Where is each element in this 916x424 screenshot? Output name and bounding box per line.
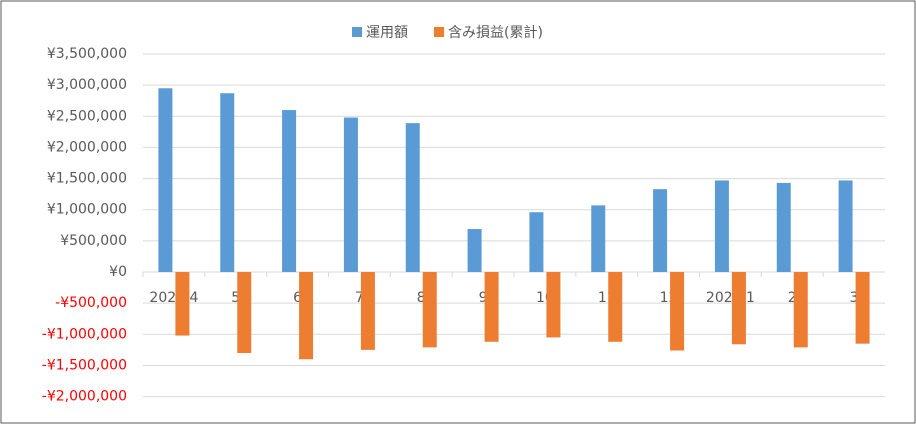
y-tick-label: -¥1,000,000 xyxy=(42,326,127,342)
bar xyxy=(467,229,482,273)
y-tick-label: ¥3,000,000 xyxy=(47,77,127,93)
y-tick-label: ¥2,000,000 xyxy=(47,139,127,155)
bar xyxy=(282,110,297,273)
bar xyxy=(484,272,499,342)
x-tick-label: 2023.1 xyxy=(706,290,755,306)
y-tick-label: -¥1,500,000 xyxy=(42,357,127,373)
y-tick-label: ¥500,000 xyxy=(60,233,127,249)
bar xyxy=(855,272,870,344)
bar xyxy=(608,272,623,342)
legend-label: 含み損益(累計) xyxy=(448,25,543,41)
y-tick-label: ¥1,000,000 xyxy=(47,202,127,218)
bar xyxy=(546,272,561,338)
bar xyxy=(670,272,685,351)
bar xyxy=(776,182,791,273)
bar xyxy=(529,212,544,273)
x-tick-label: 3 xyxy=(850,290,859,306)
y-tick-label: ¥0 xyxy=(109,264,127,280)
bar xyxy=(299,272,314,360)
x-tick-label: 8 xyxy=(417,290,426,306)
bar xyxy=(343,117,358,273)
x-tick-label: 9 xyxy=(479,290,488,306)
y-tick-label: -¥2,000,000 xyxy=(42,389,127,405)
bar xyxy=(838,180,853,273)
y-tick-label: ¥1,500,000 xyxy=(47,171,127,187)
x-tick-label: 2022.4 xyxy=(149,290,198,306)
x-tick-label: 7 xyxy=(355,290,364,306)
bar xyxy=(793,272,808,348)
bar xyxy=(405,123,420,273)
bar xyxy=(714,180,729,273)
bar xyxy=(175,272,190,336)
y-tick-label: ¥3,500,000 xyxy=(47,46,127,62)
bar xyxy=(731,272,746,345)
bar xyxy=(220,93,235,273)
x-tick-label: 5 xyxy=(231,290,240,306)
bar xyxy=(591,205,606,273)
bar xyxy=(158,88,173,273)
y-tick-label: -¥500,000 xyxy=(55,295,127,311)
y-tick-label: ¥2,500,000 xyxy=(47,108,127,124)
legend-swatch xyxy=(434,27,444,37)
legend-swatch xyxy=(352,27,362,37)
bar xyxy=(422,272,437,348)
x-tick-label: 2 xyxy=(788,290,797,306)
bar xyxy=(360,272,375,350)
bar xyxy=(653,189,668,273)
x-tick-label: 6 xyxy=(293,290,302,306)
bar xyxy=(237,272,252,353)
legend-label: 運用額 xyxy=(366,25,408,41)
